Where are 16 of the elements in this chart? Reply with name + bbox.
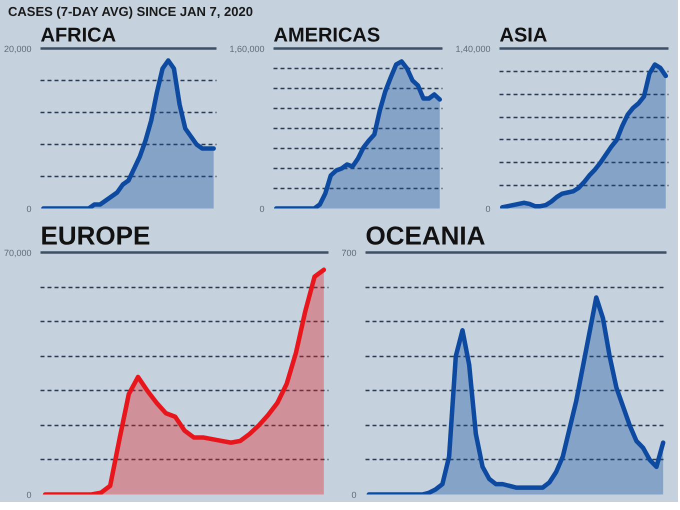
y-tick-label: 700 bbox=[341, 248, 357, 258]
y-tick-label: 0 bbox=[351, 490, 357, 500]
y-tick-label: 20,000 bbox=[4, 44, 32, 54]
chart-title: ASIA bbox=[500, 24, 548, 46]
y-tick-label: 0 bbox=[26, 204, 32, 214]
y-tick-label: 70,000 bbox=[4, 248, 32, 258]
y-tick-label: 0 bbox=[26, 490, 32, 500]
chart-title: AFRICA bbox=[40, 24, 116, 46]
y-tick-label: 1,60,000 bbox=[229, 44, 265, 54]
y-tick-label: 1,40,000 bbox=[455, 44, 491, 54]
chart-title: OCEANIA bbox=[366, 220, 486, 250]
y-tick-label: 0 bbox=[485, 204, 491, 214]
chart-title: EUROPE bbox=[40, 220, 150, 250]
text: CASES (7-DAY AVG) SINCE JAN 7, 2020 bbox=[8, 3, 253, 21]
y-tick-label: 0 bbox=[259, 204, 265, 214]
chart-title: AMERICAS bbox=[274, 24, 380, 46]
